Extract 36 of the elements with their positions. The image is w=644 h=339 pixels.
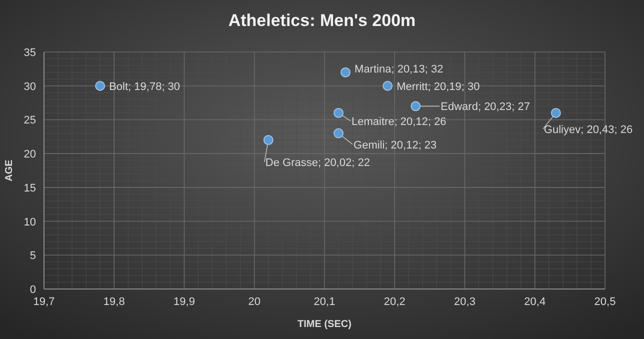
data-label: Edward; 20,23; 27 xyxy=(440,101,530,114)
y-tick-label: 25 xyxy=(24,114,36,127)
point xyxy=(263,135,274,146)
y-tick-label: 10 xyxy=(24,216,36,228)
y-tick-label: 15 xyxy=(24,182,36,194)
x-tick-label: 20,5 xyxy=(594,296,616,308)
x-tick-label: 20,4 xyxy=(524,296,546,308)
data-label: Lemaitre; 20,12; 26 xyxy=(352,116,446,128)
y-tick-label: 30 xyxy=(24,80,36,93)
y-tick-label: 20 xyxy=(24,148,36,161)
x-tick-label: 19,7 xyxy=(33,296,55,308)
x-tick-label: 20,1 xyxy=(314,296,336,308)
x-tick-label: 20 xyxy=(248,296,260,308)
x-tick-label: 19,8 xyxy=(103,296,125,308)
y-tick-label: 5 xyxy=(30,250,36,262)
point xyxy=(410,101,421,112)
x-tick-label: 20,2 xyxy=(384,296,406,308)
point xyxy=(95,80,106,91)
y-tick-label: 35 xyxy=(24,47,36,59)
y-axis-title: AGE xyxy=(4,159,15,182)
x-tick-label: 20,3 xyxy=(454,296,476,308)
point xyxy=(334,108,344,118)
data-label: Guliyev; 20,43; 26 xyxy=(544,124,633,136)
data-label: Bolt; 19,78; 30 xyxy=(109,80,180,93)
point xyxy=(550,108,561,118)
point xyxy=(382,80,393,91)
y-tick-label: 0 xyxy=(30,284,36,296)
data-label: Gemili; 20,12; 23 xyxy=(354,139,437,152)
data-label: Martina; 20,13; 32 xyxy=(354,63,444,76)
x-tick-label: 19,9 xyxy=(174,296,195,308)
point xyxy=(340,67,351,78)
data-label: De Grasse; 20,02; 22 xyxy=(265,157,370,170)
data-label: Merritt; 20,19; 30 xyxy=(396,80,480,93)
point xyxy=(334,128,344,138)
x-axis-title: TIME (SEC) xyxy=(298,319,352,330)
chart-title: Atheletics: Men's 200m xyxy=(228,11,416,30)
